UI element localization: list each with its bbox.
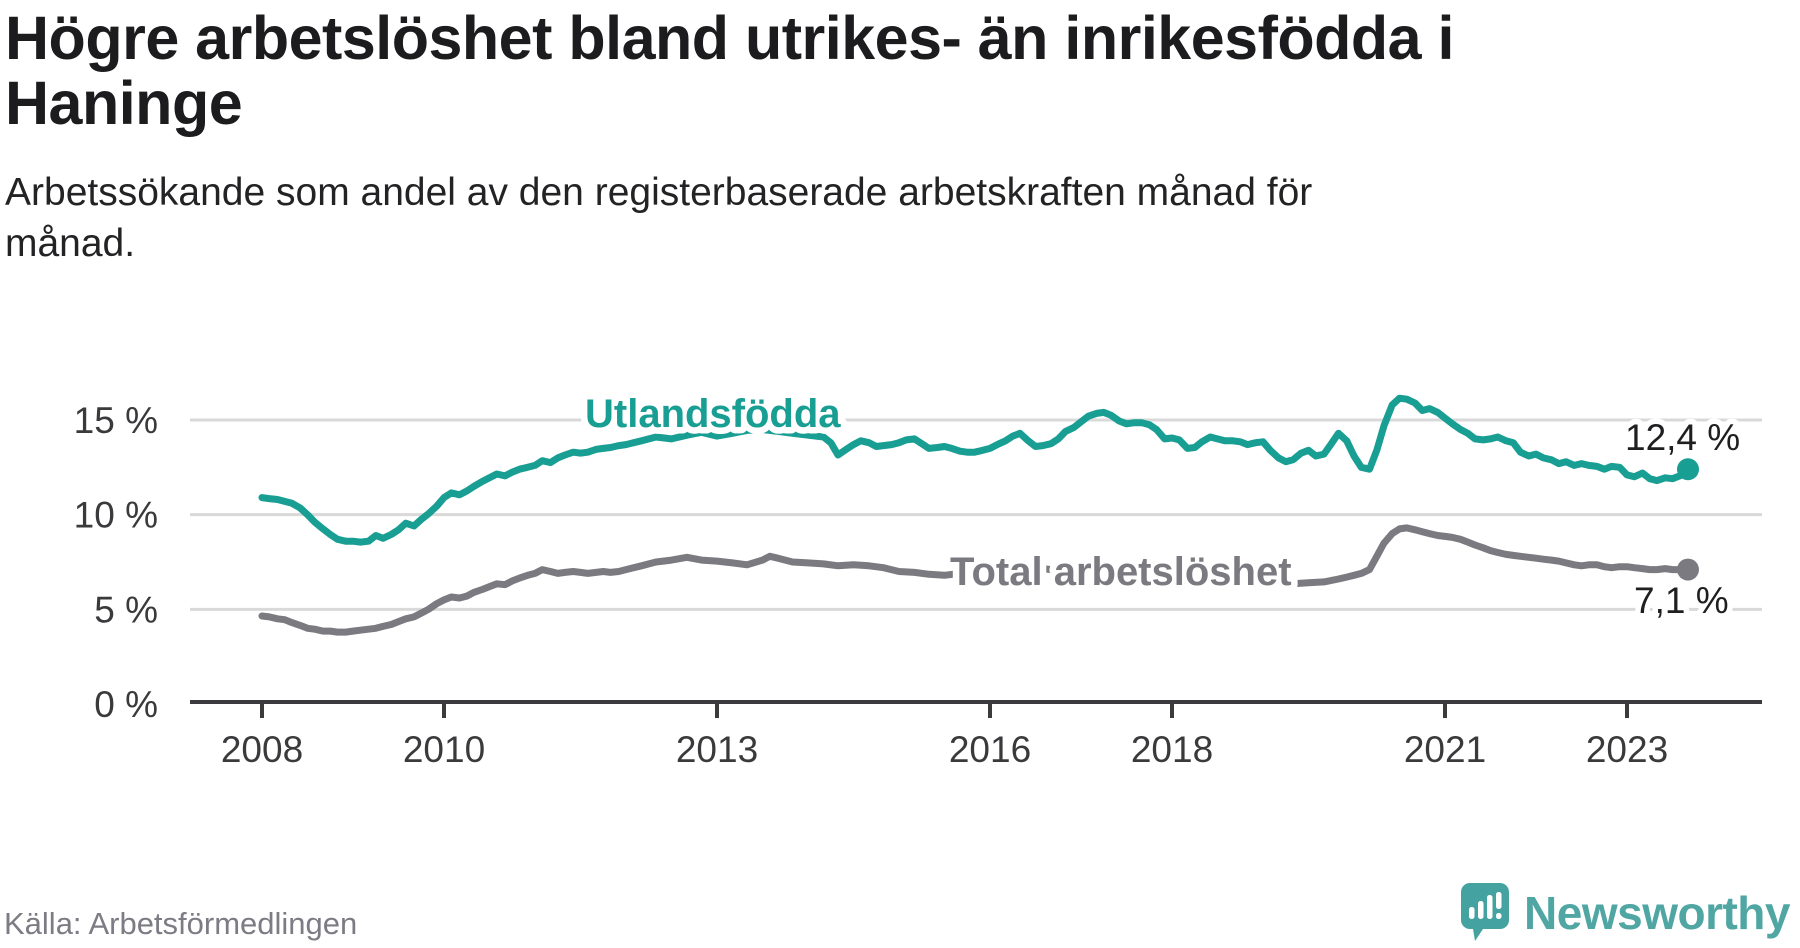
series-line-0: [258, 394, 1692, 546]
series-label-total-arbetsloshet: Total arbetslöshet: [950, 550, 1292, 594]
series-end-dot-0: [1676, 458, 1699, 481]
chart-header: Högre arbetslöshet bland utrikes- än inr…: [5, 4, 1785, 138]
page-title: Högre arbetslöshet bland utrikes- än inr…: [5, 4, 1785, 138]
x-axis-label-2021: 2021: [1404, 729, 1486, 770]
newsworthy-brand: Newsworthy: [1460, 882, 1790, 944]
series-lines: [258, 394, 1692, 636]
y-axis-label-0: 0 %: [94, 684, 158, 725]
x-axis-label-2016: 2016: [949, 729, 1031, 770]
y-axis-label-5: 5 %: [94, 589, 158, 630]
series-line-1: [258, 524, 1692, 636]
source-attribution: Källa: Arbetsförmedlingen: [4, 906, 358, 941]
x-axis-label-2013: 2013: [676, 729, 758, 770]
x-axis: 2008 2010 2013 2016 2018 2021 2023: [190, 700, 1762, 770]
series-label-utlandsfodda: Utlandsfödda: [585, 392, 841, 436]
newsworthy-logo-icon: [1461, 883, 1510, 941]
chart-subtitle-line1: Arbetssökande som andel av den registerb…: [5, 171, 1313, 214]
gridlines: 15 % 10 % 5 % 0 %: [74, 400, 1762, 725]
x-axis-label-2023: 2023: [1586, 729, 1668, 770]
chart-subtitle-line2: månad.: [5, 221, 136, 265]
x-axis-label-2018: 2018: [1131, 729, 1213, 770]
y-axis-label-15: 15 %: [74, 400, 158, 441]
series-end-dots: [1676, 458, 1699, 581]
exclamation-dot: [1496, 913, 1502, 919]
x-axis-label-2008: 2008: [221, 729, 303, 770]
x-axis-label-2010: 2010: [403, 729, 485, 770]
series-end-dot-1: [1676, 558, 1699, 581]
bar-chart-glyph: [1469, 892, 1502, 919]
exclamation-bar: [1496, 892, 1502, 909]
page-title-line2: Haninge: [5, 69, 243, 138]
y-axis-label-10: 10 %: [74, 495, 158, 536]
chart-labels: Utlandsfödda Total arbetslöshet 12,4 % 7…: [579, 386, 1746, 627]
page-title-line1: Högre arbetslöshet bland utrikes- än inr…: [5, 4, 1454, 72]
end-value-label-total: 7,1 %: [1634, 580, 1729, 621]
speech-bubble-shape: [1461, 883, 1510, 941]
chart-subtitle: Arbetssökande som andel av den registerb…: [5, 168, 1505, 269]
brand-wordmark: Newsworthy: [1524, 887, 1790, 939]
end-value-label-utlandsfodda: 12,4 %: [1625, 417, 1740, 458]
